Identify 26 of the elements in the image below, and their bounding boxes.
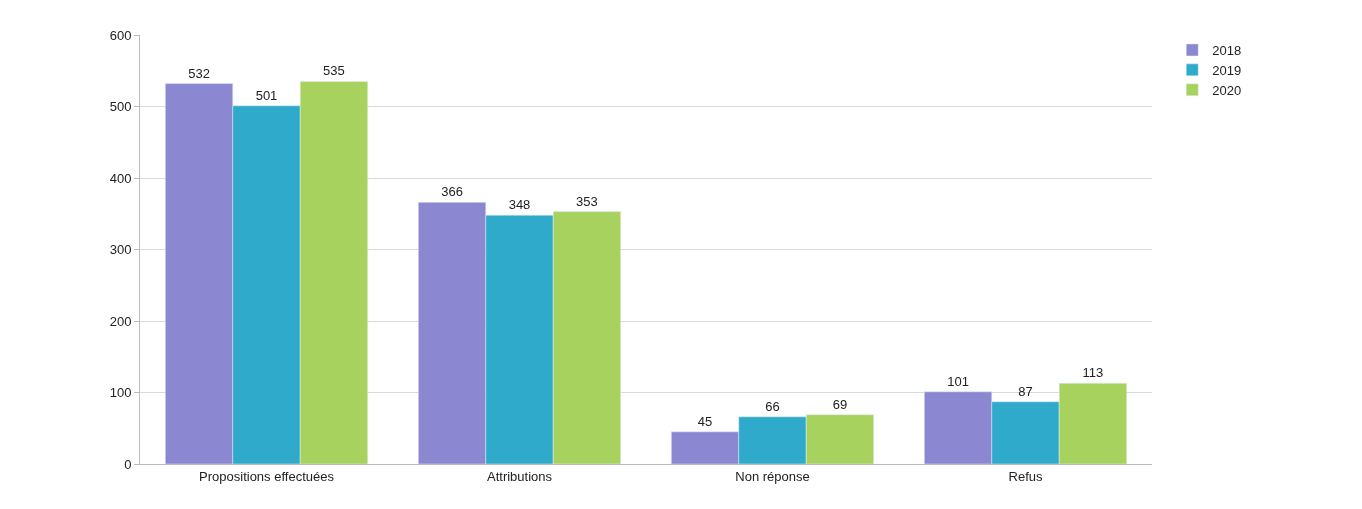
data-label: 535	[323, 63, 345, 79]
y-tick-label: 0	[124, 456, 132, 472]
legend-label: 2019	[1212, 62, 1242, 78]
x-tick-label: Non réponse	[735, 468, 810, 484]
x-tick-label: Refus	[1008, 468, 1043, 484]
y-tick-label: 400	[109, 170, 132, 186]
data-label: 45	[697, 413, 713, 429]
data-label: 101	[947, 373, 969, 389]
x-tick-label: Attributions	[486, 468, 553, 484]
y-tick-label: 100	[109, 385, 132, 401]
legend-label: 2020	[1212, 82, 1242, 98]
y-tick-label: 300	[109, 242, 132, 258]
data-label: 353	[576, 193, 598, 209]
data-label: 66	[765, 398, 780, 414]
data-label: 69	[832, 396, 848, 412]
data-label: 348	[508, 197, 531, 213]
y-tick-label: 500	[109, 99, 132, 115]
data-label: 87	[1018, 383, 1033, 399]
data-label: 532	[188, 65, 210, 81]
y-tick-label: 200	[109, 313, 132, 329]
x-tick-label: Propositions effectuées	[199, 468, 335, 484]
data-label: 113	[1082, 365, 1104, 381]
data-label: 366	[441, 184, 463, 200]
legend-label: 2018	[1212, 43, 1242, 59]
data-label: 501	[255, 87, 278, 103]
y-tick-label: 600	[109, 27, 132, 43]
